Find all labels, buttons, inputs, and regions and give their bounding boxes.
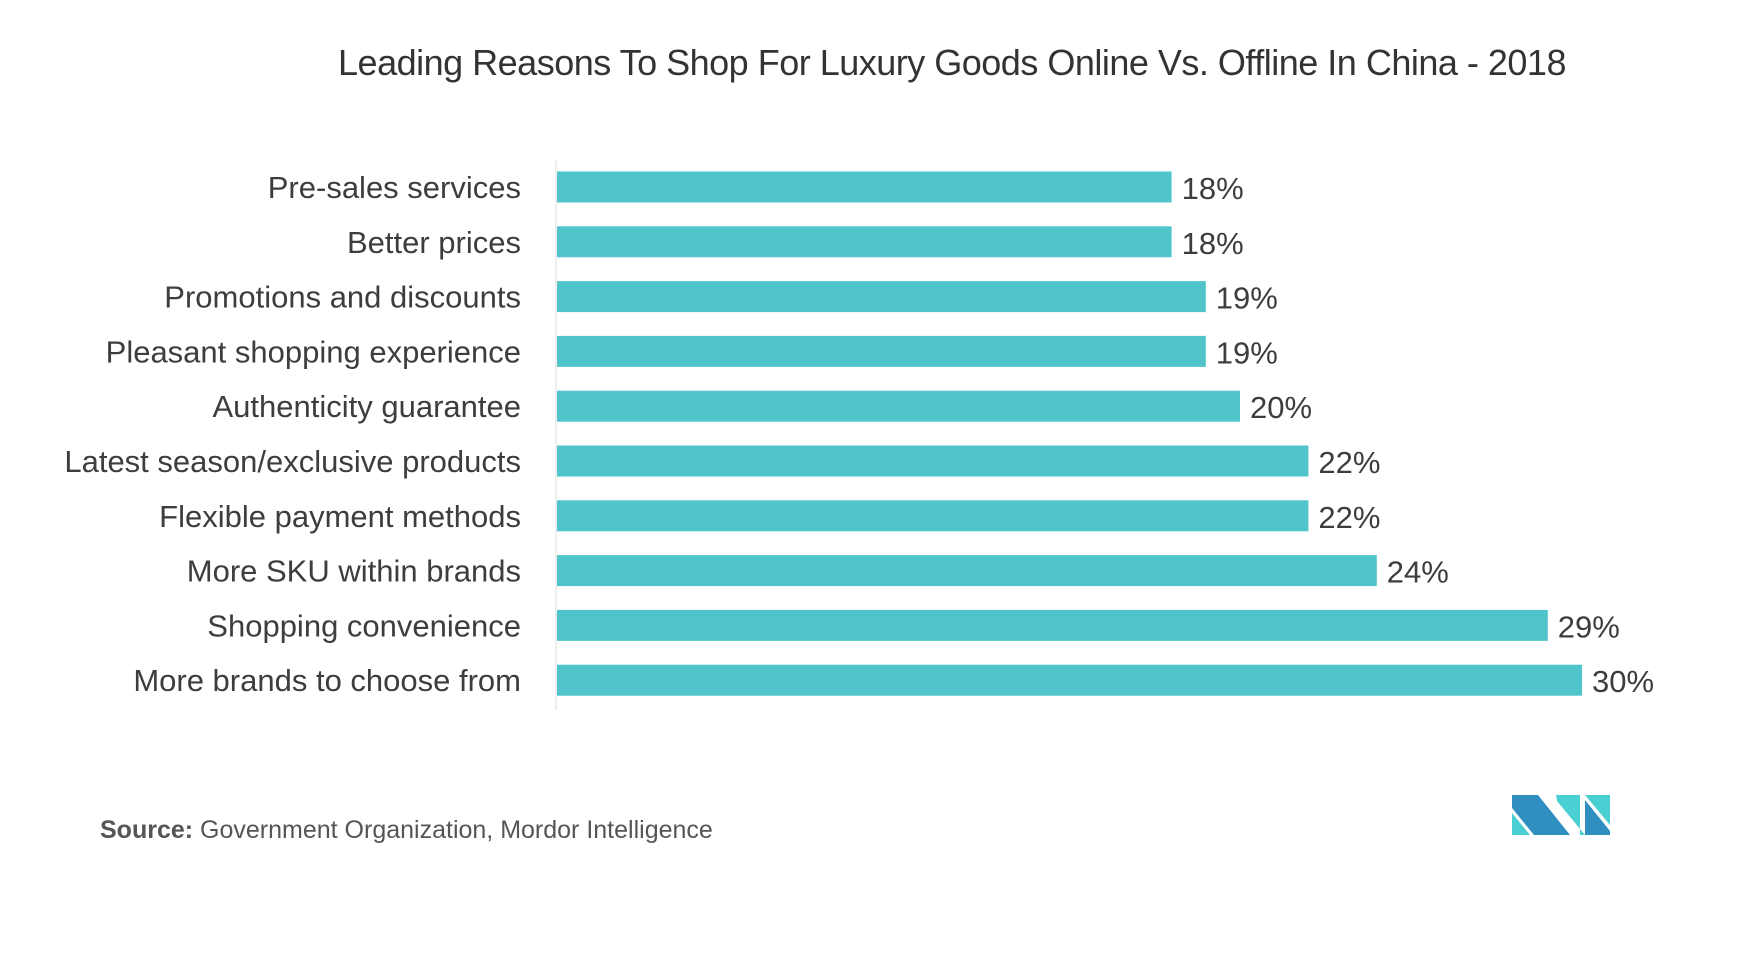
data-label: 30% [1592, 664, 1654, 699]
category-label: Pleasant shopping experience [106, 334, 521, 369]
bar [557, 281, 1206, 313]
bar-chart: Pre-sales services 18% Better prices 18% Pro… [64, 160, 1654, 710]
bar [557, 500, 1309, 532]
category-label: Authenticity guarantee [213, 389, 522, 424]
source-note: Source: Government Organization, Mordor … [100, 816, 713, 845]
category-label: Flexible payment methods [159, 499, 521, 534]
data-label: 22% [1318, 445, 1380, 480]
data-label: 24% [1387, 555, 1449, 590]
bar [557, 390, 1240, 422]
bar [557, 335, 1206, 367]
category-label: Better prices [347, 225, 521, 260]
bar [557, 171, 1172, 203]
bar [557, 226, 1172, 258]
category-label: Pre-sales services [268, 170, 521, 205]
category-label: More SKU within brands [187, 554, 521, 589]
bar [557, 609, 1548, 641]
data-label: 20% [1250, 390, 1312, 425]
bar [557, 664, 1582, 696]
category-label: Latest season/exclusive products [64, 444, 521, 479]
bar [557, 555, 1377, 587]
data-label: 29% [1558, 609, 1620, 644]
category-label: Promotions and discounts [164, 280, 521, 315]
data-label: 22% [1318, 500, 1380, 535]
mordor-logo [1512, 795, 1610, 835]
category-label: Shopping convenience [207, 608, 521, 643]
category-label: More brands to choose from [133, 663, 521, 698]
data-label: 19% [1216, 281, 1278, 316]
source-text: Government Organization, Mordor Intellig… [200, 816, 713, 844]
source-label: Source: [100, 816, 194, 844]
data-label: 18% [1182, 226, 1244, 261]
data-label: 19% [1216, 335, 1278, 370]
data-label: 18% [1182, 171, 1244, 206]
bar [557, 445, 1309, 477]
chart-title: Leading Reasons To Shop For Luxury Goods… [338, 42, 1566, 83]
